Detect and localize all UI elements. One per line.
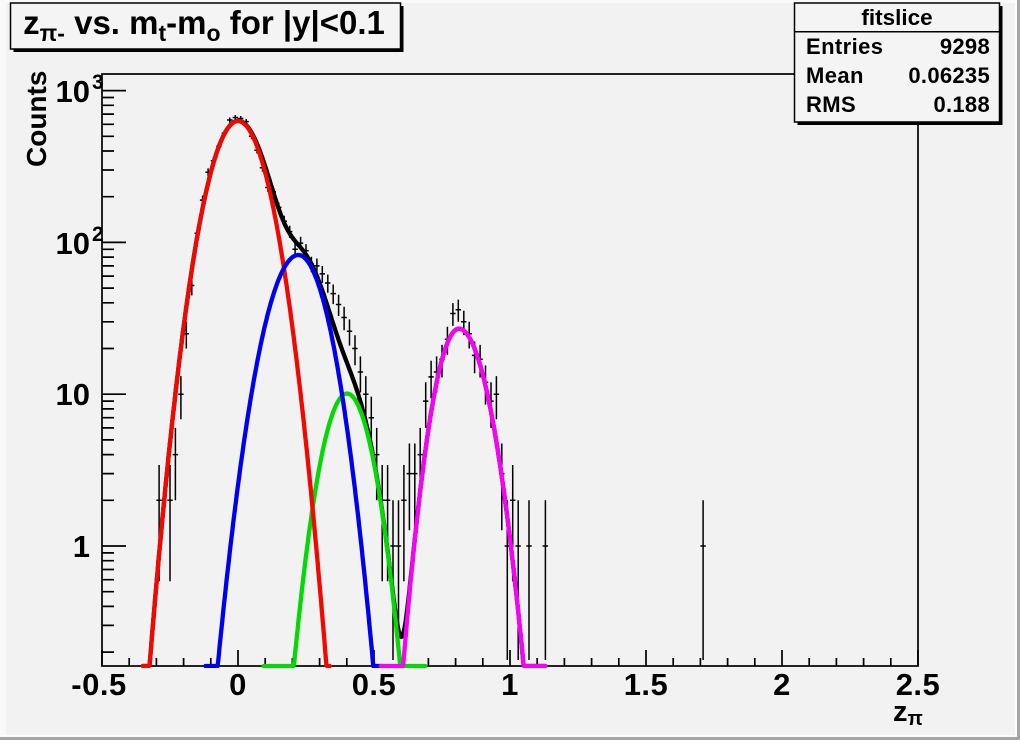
svg-text:9298: 9298	[940, 34, 990, 59]
svg-text:10: 10	[56, 74, 90, 109]
svg-text:3: 3	[92, 71, 104, 94]
svg-text:2: 2	[773, 667, 791, 702]
svg-text:Mean: Mean	[806, 63, 864, 88]
svg-text:1.5: 1.5	[624, 667, 669, 702]
svg-text:2.5: 2.5	[896, 667, 941, 702]
svg-text:Counts: Counts	[21, 71, 52, 167]
svg-text:Entries: Entries	[806, 34, 883, 59]
svg-text:0.06235: 0.06235	[908, 63, 990, 88]
svg-text:-0.5: -0.5	[71, 667, 126, 702]
svg-text:0.5: 0.5	[352, 667, 397, 702]
svg-text:zπ: zπ	[893, 696, 923, 730]
svg-text:1: 1	[73, 529, 90, 564]
svg-text:0.188: 0.188	[933, 92, 990, 117]
svg-text:2: 2	[92, 223, 104, 246]
svg-text:1: 1	[501, 667, 519, 702]
svg-text:zπ- vs. mt-mo for |y|<0.1: zπ- vs. mt-mo for |y|<0.1	[23, 4, 385, 46]
svg-text:10: 10	[56, 377, 90, 412]
svg-text:10: 10	[56, 226, 90, 261]
svg-text:0: 0	[229, 667, 247, 702]
svg-text:RMS: RMS	[806, 92, 856, 117]
svg-text:fitslice: fitslice	[861, 5, 932, 30]
